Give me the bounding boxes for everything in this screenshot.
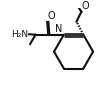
Text: O: O bbox=[82, 1, 89, 11]
Text: H₂N: H₂N bbox=[11, 30, 28, 39]
Text: N: N bbox=[55, 24, 62, 34]
Text: O: O bbox=[48, 11, 55, 21]
